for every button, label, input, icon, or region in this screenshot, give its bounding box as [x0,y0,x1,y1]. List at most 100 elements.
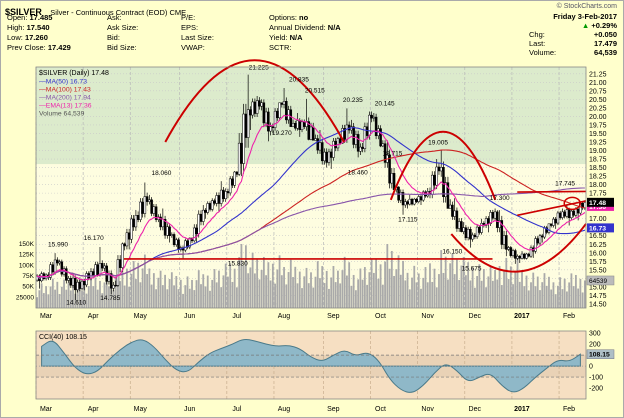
svg-text:15.50: 15.50 [589,267,607,274]
cup-annotation [450,223,587,273]
svg-text:Aug: Aug [278,313,291,320]
svg-text:100K: 100K [19,262,35,269]
svg-text:19.00: 19.00 [589,148,607,155]
svg-text:20.75: 20.75 [589,88,607,95]
svg-text:Dec: Dec [469,313,482,320]
svg-text:Mar: Mar [40,313,53,320]
svg-text:-100: -100 [589,375,603,382]
quote-prevclose: Prev Close: 17.429 [7,43,71,52]
svg-text:21.225: 21.225 [249,64,269,71]
svg-text:0: 0 [589,364,593,371]
svg-text:Sep: Sep [327,406,340,413]
stat-row: Chg: +0.050 [529,30,617,39]
svg-text:20.25: 20.25 [589,105,607,112]
svg-text:May: May [134,406,148,413]
svg-text:Feb: Feb [563,406,575,413]
svg-text:Apr: Apr [88,313,100,320]
axis-marker [587,223,614,233]
svg-text:$SILVER (Daily) 17.48: $SILVER (Daily) 17.48 [39,70,109,77]
svg-text:125K: 125K [19,252,35,259]
svg-text:64539: 64539 [589,278,607,285]
svg-text:Nov: Nov [421,313,434,320]
svg-text:Oct: Oct [375,406,386,413]
svg-text:Jul: Jul [232,313,241,320]
svg-text:17.75: 17.75 [589,191,607,198]
trendline-annotation [517,190,587,193]
stat-row: Volume: 64,539 [529,48,617,57]
svg-text:14.785: 14.785 [100,295,120,302]
svg-text:18.00: 18.00 [589,182,607,189]
svg-text:17.00: 17.00 [589,216,607,223]
quote-panel: Open: 17.485 Ask: P/E: Options: no High: 1… [7,13,403,53]
svg-text:Mar: Mar [40,406,53,413]
svg-text:15.75: 15.75 [589,259,607,266]
svg-text:18.715: 18.715 [382,150,402,157]
cci-area [41,338,581,393]
svg-text:17.300: 17.300 [490,195,510,202]
quote-eps: EPS: [181,23,199,32]
svg-text:20.50: 20.50 [589,97,607,104]
svg-text:16.170: 16.170 [84,235,104,242]
cci-marker [586,349,615,359]
quote-stats: Chg: +0.050 Last: 17.479 Volume: 64,539 [529,30,617,57]
svg-text:Sep: Sep [327,313,340,320]
svg-text:—MA(100) 17.43: —MA(100) 17.43 [39,87,91,94]
svg-text:14.50: 14.50 [589,301,607,308]
svg-text:200: 200 [589,342,601,349]
svg-text:-200: -200 [589,386,603,393]
svg-text:20.00: 20.00 [589,114,607,121]
svg-text:18.50: 18.50 [589,165,607,172]
copyright: © StockCharts.com [556,3,617,10]
svg-text:25000: 25000 [16,294,34,301]
analyst-drawings [124,59,587,273]
price-chart: 15.990 14.610 16.170 14.785 18.060 15.830 21.2… [16,59,615,320]
svg-text:21.00: 21.00 [589,80,607,87]
svg-text:17.36: 17.36 [589,204,606,211]
quote-ask: Ask: [107,13,122,22]
axis-marker [587,197,614,207]
svg-text:Jun: Jun [184,313,195,320]
svg-text:—MA(200) 17.94: —MA(200) 17.94 [39,95,91,102]
quote-high: High: 17.540 [7,23,50,32]
svg-text:Volume 64,539: Volume 64,539 [39,111,85,118]
svg-text:15.990: 15.990 [48,242,68,249]
quote-pe: P/E: [181,13,196,22]
svg-text:19.75: 19.75 [589,122,607,129]
svg-text:50K: 50K [22,284,34,291]
svg-text:19.25: 19.25 [589,139,607,146]
svg-text:Dec: Dec [469,406,482,413]
svg-text:17.745: 17.745 [555,180,575,187]
ellipse-annotation [563,196,581,211]
svg-text:19.270: 19.270 [272,130,292,137]
svg-text:16.150: 16.150 [442,248,462,255]
quote-low: Low: 17.260 [7,33,48,42]
quote-annualdividend: Annual Dividend: N/A [269,23,341,32]
quote-summary: Friday 3-Feb-2017 ▲ +0.29% Chg: +0.050 Las… [529,12,617,57]
svg-text:16.25: 16.25 [589,242,607,249]
chart-legend: $SILVER (Daily) 17.48 —MA(50) 16.73—MA(10… [39,70,109,118]
candlesticks [35,74,587,301]
quote-date: Friday 3-Feb-2017 [553,12,617,21]
svg-text:17.115: 17.115 [398,216,418,223]
svg-text:300: 300 [589,331,601,338]
quote-lastsize: Last Size: [181,33,214,42]
svg-text:20.235: 20.235 [343,97,363,104]
svg-text:2017: 2017 [514,406,530,413]
quote-options: Options: no [269,13,309,22]
svg-text:21.25: 21.25 [589,71,607,78]
svg-text:Feb: Feb [563,313,575,320]
volume-marker [586,275,615,286]
svg-text:Apr: Apr [88,406,100,413]
svg-text:150K: 150K [19,241,35,248]
quote-yield: Yield: N/A [269,33,303,42]
trendline-annotation [517,200,587,217]
svg-text:20.515: 20.515 [305,88,325,95]
quote-bidsize: Bid Size: [107,43,137,52]
quote-bid: Bid: [107,33,120,42]
svg-text:18.060: 18.060 [151,170,171,177]
svg-text:—EMA(13) 17.36: —EMA(13) 17.36 [39,103,92,110]
svg-text:15.00: 15.00 [589,284,607,291]
svg-text:Oct: Oct [375,313,386,320]
svg-text:19.50: 19.50 [589,131,607,138]
